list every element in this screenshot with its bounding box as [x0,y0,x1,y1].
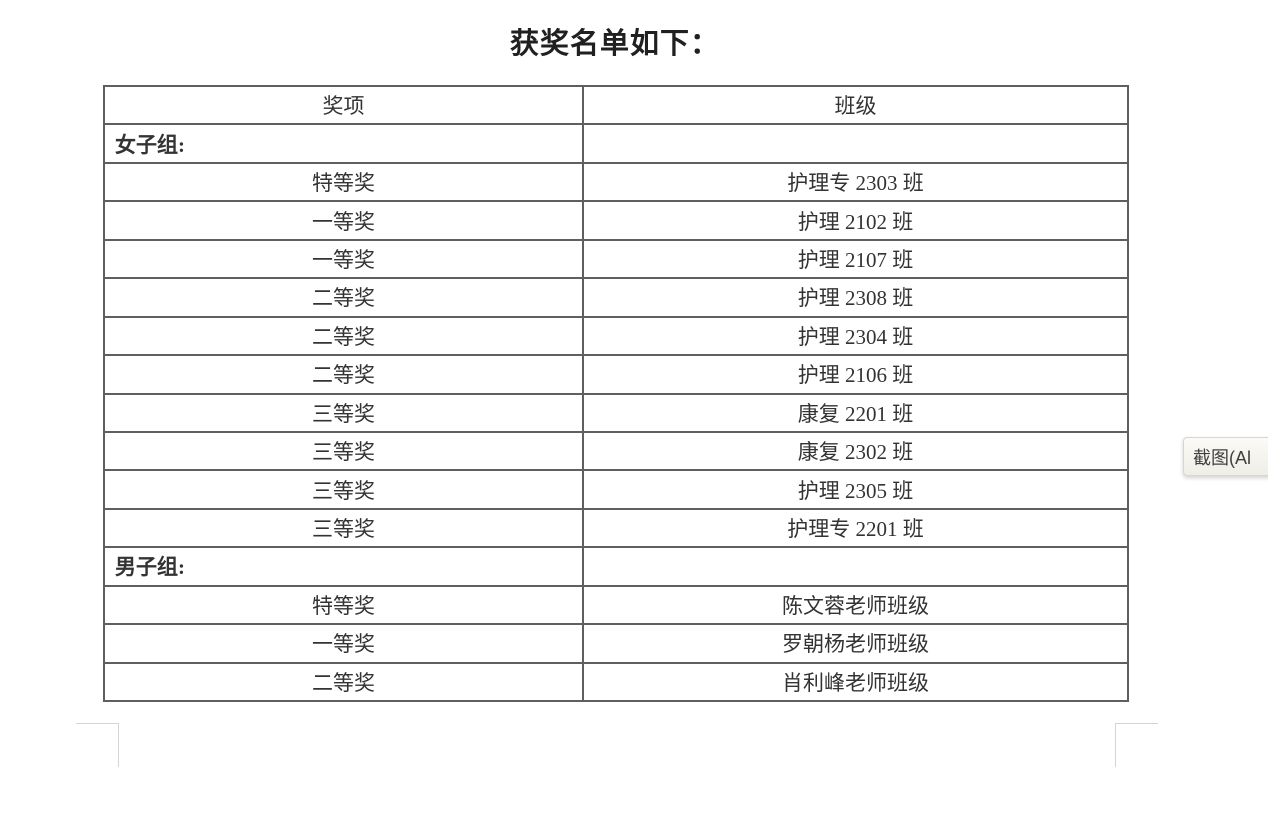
table-row: 三等奖 康复 2302 班 [103,430,1129,472]
award-cell[interactable]: 特等奖 [103,161,584,203]
class-cell[interactable]: 护理 2102 班 [582,200,1129,241]
screenshot-tooltip-label: 截图(Al [1193,447,1251,468]
award-cell[interactable]: 一等奖 [103,623,584,664]
text-boundary-mark-left [76,723,119,767]
table-row: 一等奖 护理 2102 班 [103,200,1129,241]
class-cell[interactable]: 肖利峰老师班级 [582,661,1129,703]
table-row-group-women: 女子组: [103,123,1129,164]
class-cell[interactable]: 陈文蓉老师班级 [582,584,1129,626]
table-row: 二等奖 肖利峰老师班级 [103,661,1129,703]
table-row: 二等奖 护理 2308 班 [103,277,1129,318]
class-cell[interactable]: 护理 2106 班 [582,354,1129,395]
awards-table: 奖项 班级 女子组: 特等奖 护理专 2303 班 一等奖 护理 2102 班 … [103,84,1129,703]
group-label-cell[interactable]: 女子组: [103,123,584,164]
table-row: 二等奖 护理 2304 班 [103,315,1129,357]
class-cell[interactable]: 康复 2302 班 [582,430,1129,472]
text-boundary-mark-right [1115,723,1158,767]
award-cell[interactable]: 三等奖 [103,469,584,510]
class-cell[interactable]: 护理 2107 班 [582,238,1129,280]
award-cell[interactable]: 三等奖 [103,430,584,472]
class-cell[interactable] [582,123,1129,164]
table-row: 一等奖 护理 2107 班 [103,238,1129,280]
award-cell[interactable]: 二等奖 [103,354,584,395]
class-cell[interactable]: 护理 2308 班 [582,277,1129,318]
award-cell[interactable]: 三等奖 [103,392,584,433]
award-cell[interactable]: 一等奖 [103,200,584,241]
class-cell[interactable]: 护理 2304 班 [582,315,1129,357]
group-label-cell[interactable]: 男子组: [103,546,584,587]
table-row: 三等奖 康复 2201 班 [103,392,1129,433]
table-row: 一等奖 罗朝杨老师班级 [103,623,1129,664]
class-cell[interactable]: 罗朝杨老师班级 [582,623,1129,664]
class-cell[interactable]: 康复 2201 班 [582,392,1129,433]
table-row: 特等奖 护理专 2303 班 [103,161,1129,203]
table-row: 特等奖 陈文蓉老师班级 [103,584,1129,626]
table-row-group-men: 男子组: [103,546,1129,587]
screenshot-tooltip-button[interactable]: 截图(Al [1183,437,1268,476]
header-class-cell[interactable]: 班级 [582,84,1129,126]
award-cell[interactable]: 特等奖 [103,584,584,626]
header-award-cell[interactable]: 奖项 [103,84,584,126]
table-row: 三等奖 护理专 2201 班 [103,507,1129,549]
page-title[interactable]: 获奖名单如下： [509,28,720,60]
award-cell[interactable]: 二等奖 [103,315,584,357]
class-cell[interactable]: 护理 2305 班 [582,469,1129,510]
award-cell[interactable]: 一等奖 [103,238,584,280]
award-cell[interactable]: 二等奖 [103,277,584,318]
table-row: 三等奖 护理 2305 班 [103,469,1129,510]
table-header-row: 奖项 班级 [103,84,1129,126]
class-cell[interactable]: 护理专 2303 班 [582,161,1129,203]
award-cell[interactable]: 二等奖 [103,661,584,703]
class-cell[interactable]: 护理专 2201 班 [582,507,1129,549]
award-cell[interactable]: 三等奖 [103,507,584,549]
table-row: 二等奖 护理 2106 班 [103,354,1129,395]
class-cell[interactable] [582,546,1129,587]
